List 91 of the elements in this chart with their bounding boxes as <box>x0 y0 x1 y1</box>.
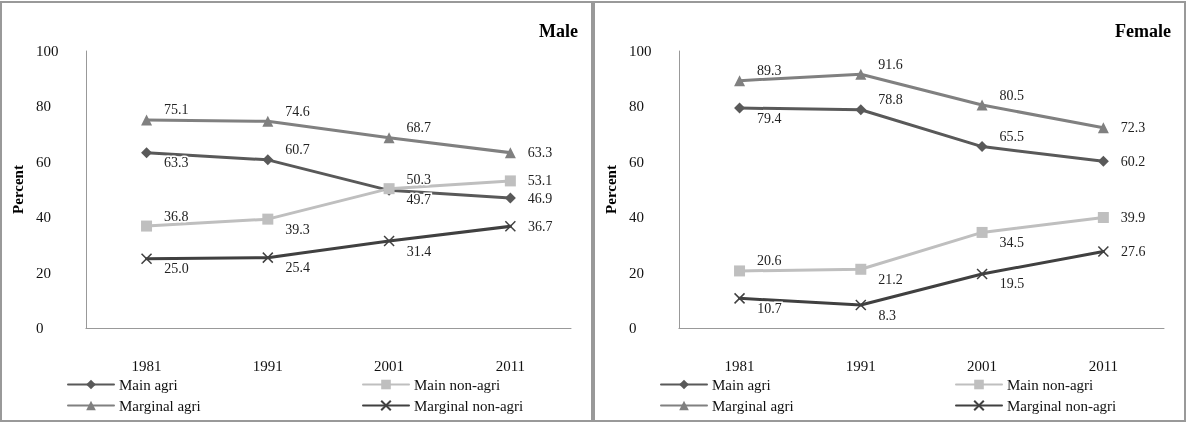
y-tick-label: 20 <box>628 264 644 281</box>
point <box>855 104 867 116</box>
point <box>976 268 988 280</box>
y-tick-label: 60 <box>35 153 51 170</box>
data-label: 60.7 <box>285 142 310 158</box>
y-tick-label: 100 <box>35 43 59 59</box>
point <box>855 263 867 275</box>
data-label: 36.7 <box>528 218 553 234</box>
x-tick-label: 1981 <box>724 357 755 374</box>
point <box>1097 122 1109 134</box>
legend-label: Marginal agri <box>712 397 794 414</box>
legend-label: Marginal non-agri <box>414 397 524 414</box>
point <box>262 251 274 264</box>
data-label: 39.9 <box>1120 209 1146 225</box>
y-tick-label: 80 <box>35 98 51 115</box>
point <box>383 235 395 247</box>
point <box>504 220 517 233</box>
y-tick-label: 0 <box>628 320 637 336</box>
data-label: 80.5 <box>999 87 1025 103</box>
point <box>976 141 988 153</box>
data-label: 49.7 <box>406 191 432 207</box>
data-label: 79.4 <box>757 110 782 126</box>
x-tick-label: 1981 <box>131 357 162 374</box>
data-label: 74.6 <box>285 103 310 119</box>
legend-label: Marginal agri <box>119 397 201 414</box>
data-label: 31.4 <box>406 243 432 259</box>
data-label: 20.6 <box>757 253 782 269</box>
point <box>383 132 395 144</box>
x-tick-label: 1991 <box>252 357 283 374</box>
data-label: 10.7 <box>757 300 782 316</box>
y-axis-title: Percent <box>602 165 619 214</box>
data-label: 63.3 <box>527 145 553 161</box>
x-tick-label: 2011 <box>1088 357 1119 374</box>
y-tick-label: 80 <box>628 98 644 115</box>
point <box>734 265 746 277</box>
data-label: 34.5 <box>999 234 1025 250</box>
legend-label: Main agri <box>119 376 178 393</box>
data-label: 65.5 <box>999 129 1025 145</box>
point <box>976 226 988 238</box>
x-tick-label: 2011 <box>495 357 526 374</box>
point <box>734 75 746 87</box>
data-label: 25.0 <box>164 261 189 277</box>
legend-label: Main non-agri <box>1007 376 1094 393</box>
point <box>855 299 867 311</box>
point <box>855 68 867 80</box>
x-tick-label: 2001 <box>374 357 405 374</box>
point <box>262 213 274 225</box>
point <box>976 99 988 111</box>
y-axis-title: Percent <box>9 165 26 214</box>
legend-label: Main non-agri <box>414 376 501 393</box>
data-label: 39.3 <box>285 221 310 237</box>
y-tick-label: 60 <box>628 153 644 170</box>
chart-title: Female <box>1115 21 1172 41</box>
data-label: 68.7 <box>406 120 432 136</box>
x-tick-label: 1991 <box>845 357 876 374</box>
point <box>733 292 746 305</box>
x-tick-label: 2001 <box>967 357 998 374</box>
data-label: 8.3 <box>878 307 897 323</box>
y-tick-label: 20 <box>35 264 51 281</box>
data-label: 19.5 <box>999 276 1025 292</box>
point <box>504 147 516 159</box>
point <box>1097 155 1109 167</box>
y-tick-label: 0 <box>35 320 44 336</box>
y-tick-label: 100 <box>628 43 652 59</box>
point <box>141 220 153 232</box>
data-label: 36.8 <box>164 208 189 224</box>
point <box>1097 211 1109 223</box>
legend-label: Main agri <box>712 376 771 393</box>
data-label: 25.4 <box>285 260 311 276</box>
data-label: 27.6 <box>1121 244 1146 260</box>
legend-label: Marginal non-agri <box>1007 397 1117 414</box>
point <box>140 253 153 265</box>
data-label: 50.3 <box>406 172 432 188</box>
data-label: 46.9 <box>527 190 553 206</box>
point <box>262 154 274 166</box>
data-label: 60.2 <box>1120 153 1146 169</box>
y-tick-label: 40 <box>628 209 644 226</box>
data-label: 72.3 <box>1120 120 1146 136</box>
y-tick-label: 40 <box>35 209 51 226</box>
data-label: 75.1 <box>164 102 189 118</box>
data-label: 91.6 <box>878 56 903 72</box>
point <box>141 114 153 126</box>
data-label: 78.8 <box>878 92 903 108</box>
data-label: 63.3 <box>164 155 189 171</box>
point <box>262 115 274 127</box>
point <box>1097 245 1110 258</box>
chart-title: Male <box>539 21 579 41</box>
data-label: 89.3 <box>757 63 782 79</box>
data-label: 21.2 <box>878 271 903 287</box>
point <box>504 175 516 187</box>
data-label: 53.1 <box>527 173 553 189</box>
